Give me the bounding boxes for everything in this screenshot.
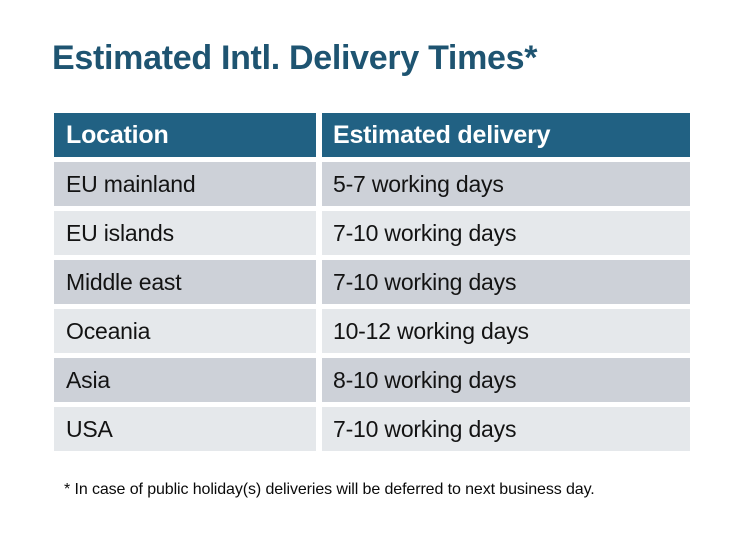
footnote: * In case of public holiday(s) deliverie… (64, 481, 595, 498)
table-cell-delivery: 7-10 working days (322, 260, 690, 304)
table-cell-delivery: 7-10 working days (322, 211, 690, 255)
table-cell-location: Middle east (54, 260, 316, 304)
table-cell-location: EU islands (54, 211, 316, 255)
table-cell-location: USA (54, 407, 316, 451)
table-header-estimated-delivery: Estimated delivery (322, 113, 690, 157)
delivery-times-table: Location Estimated delivery EU mainland … (54, 113, 690, 451)
table-cell-location: Asia (54, 358, 316, 402)
table-cell-delivery: 5-7 working days (322, 162, 690, 206)
page-title: Estimated Intl. Delivery Times* (52, 39, 538, 77)
table-cell-location: EU mainland (54, 162, 316, 206)
table-header-location: Location (54, 113, 316, 157)
table-cell-delivery: 7-10 working days (322, 407, 690, 451)
table-cell-location: Oceania (54, 309, 316, 353)
table-cell-delivery: 10-12 working days (322, 309, 690, 353)
table-cell-delivery: 8-10 working days (322, 358, 690, 402)
